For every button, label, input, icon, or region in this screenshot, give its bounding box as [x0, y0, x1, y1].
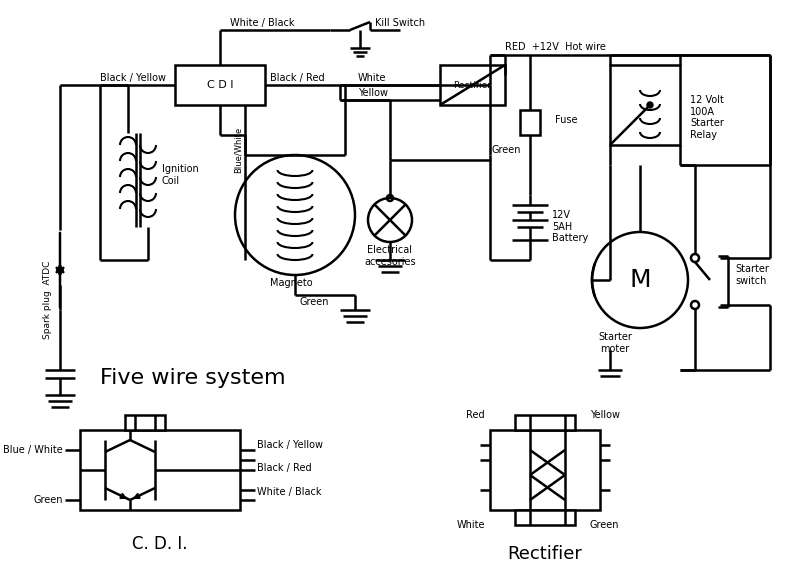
Bar — [490, 430, 600, 510]
Text: Electrical
accesories: Electrical accesories — [364, 245, 416, 267]
Text: Green: Green — [34, 495, 63, 505]
Bar — [80, 430, 240, 510]
Text: Five wire system: Five wire system — [100, 368, 286, 388]
Text: Black / Yellow: Black / Yellow — [257, 440, 323, 450]
Bar — [610, 65, 680, 145]
Text: Blue/White: Blue/White — [234, 127, 243, 173]
Text: White / Black: White / Black — [257, 487, 322, 497]
Text: C. D. I.: C. D. I. — [132, 535, 188, 553]
Bar — [515, 510, 575, 525]
Text: Ignition
Coil: Ignition Coil — [162, 164, 198, 186]
Bar — [125, 415, 165, 430]
Text: Green: Green — [492, 145, 522, 155]
Text: Green: Green — [300, 297, 330, 307]
Bar — [175, 65, 265, 105]
Text: Yellow: Yellow — [358, 88, 388, 98]
Text: C D I: C D I — [206, 80, 234, 90]
Text: Black / Red: Black / Red — [257, 463, 312, 473]
Text: White: White — [358, 73, 386, 83]
Bar — [515, 415, 575, 430]
Text: 12 Volt
100A
Starter
Relay: 12 Volt 100A Starter Relay — [690, 95, 724, 140]
Text: White / Black: White / Black — [230, 18, 294, 28]
Text: Starter
switch: Starter switch — [735, 264, 769, 286]
Text: Blue / White: Blue / White — [3, 445, 63, 455]
Bar — [520, 110, 540, 135]
Bar — [440, 65, 505, 105]
Text: 12V
5AH
Battery: 12V 5AH Battery — [552, 210, 588, 243]
Text: Green: Green — [590, 520, 619, 530]
Text: Black / Yellow: Black / Yellow — [100, 73, 166, 83]
Text: Spark plug  ATDC: Spark plug ATDC — [43, 261, 53, 339]
Text: M: M — [629, 268, 651, 292]
Circle shape — [647, 102, 653, 108]
Text: RED  +12V  Hot wire: RED +12V Hot wire — [505, 42, 606, 52]
Text: Kill Switch: Kill Switch — [375, 18, 425, 28]
Text: Starter
moter: Starter moter — [598, 332, 632, 353]
Text: White: White — [457, 520, 485, 530]
Text: Magneto: Magneto — [270, 278, 313, 288]
Text: Black / Red: Black / Red — [270, 73, 325, 83]
Text: Yellow: Yellow — [590, 410, 620, 420]
Text: Red: Red — [466, 410, 485, 420]
Text: Rectifier: Rectifier — [507, 545, 582, 563]
Text: Fuse: Fuse — [555, 115, 578, 125]
Text: Rectifier: Rectifier — [453, 81, 491, 89]
